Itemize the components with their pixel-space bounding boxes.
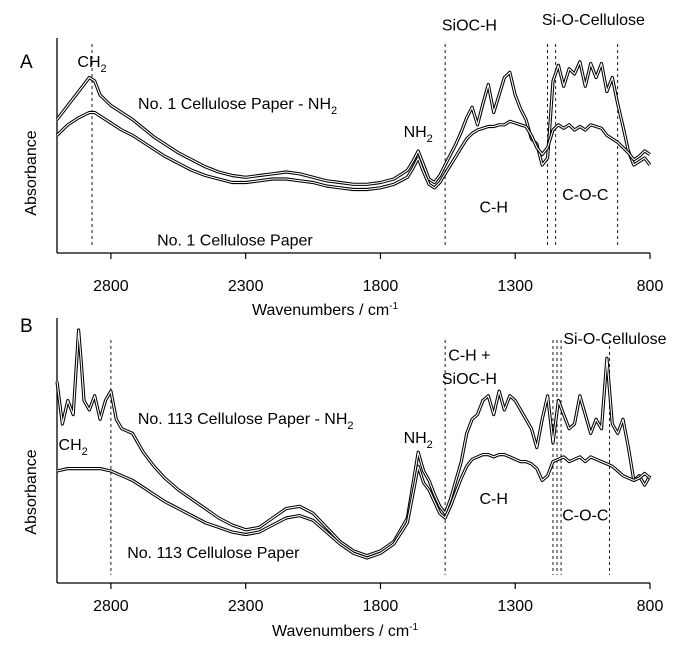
- panel-b-x-tick-label-1300: 1300: [497, 598, 533, 615]
- panel-b: B Absorbance Wavenumbers / cm-1 2800 2300…: [20, 316, 667, 640]
- panel-b-x-axis-label: Wavenumbers / cm-1: [272, 622, 419, 640]
- panel-b-y-axis-label: Absorbance: [23, 449, 40, 534]
- panel-a-series-0-outline: [55, 60, 652, 186]
- panel-a-series-label-0: No. 1 Cellulose Paper - NH2: [138, 96, 337, 117]
- panel-b-series-1-line: [56, 454, 651, 559]
- panel-a-x-tick-label-2300: 2300: [228, 278, 264, 295]
- panel-a-annotation-3: SiOC-H: [442, 17, 497, 34]
- panel-a: A Absorbance Wavenumbers / cm-1 2800 2300…: [20, 12, 664, 319]
- panel-b-annotation-6: C-O-C: [562, 507, 608, 524]
- panel-a-annotation-6: C-O-C: [562, 187, 608, 204]
- panel-b-series-0-line: [56, 329, 651, 557]
- panel-b-annotation-3: SiOC-H: [442, 371, 497, 388]
- panel-a-letter: A: [20, 52, 33, 73]
- panel-b-x-tick-label-2800: 2800: [93, 598, 129, 615]
- panel-a-series-1-line: [56, 111, 651, 191]
- panel-a-series-0-line: [56, 61, 651, 185]
- panel-b-annotation-1: NH2: [404, 430, 433, 451]
- panel-a-series-1-outline: [55, 110, 651, 192]
- panel-a-y-axis-label: Absorbance: [23, 130, 40, 215]
- panel-b-series-label-0: No. 113 Cellulose Paper - NH2: [138, 411, 354, 432]
- panel-a-x-tick-label-2800: 2800: [93, 278, 129, 295]
- panel-b-series-label-1: No. 113 Cellulose Paper: [127, 545, 300, 562]
- panel-b-series-1-outline: [56, 453, 652, 560]
- panel-b-annotation-4: Si-O-Cellulose: [563, 331, 666, 348]
- panel-a-annotation-4: Si-O-Cellulose: [542, 12, 645, 29]
- panel-a-x-tick-label-1800: 1800: [363, 278, 399, 295]
- panel-b-annotation-0: CH2: [59, 437, 88, 458]
- panel-b-annotation-5: C-H: [479, 491, 507, 508]
- panel-b-annotation-2: C-H +: [448, 348, 490, 365]
- panel-b-letter: B: [20, 316, 33, 337]
- panel-a-annotation-0: CH2: [77, 54, 106, 75]
- panel-a-x-axis-label: Wavenumbers / cm-1: [252, 301, 399, 319]
- panel-a-series-label-1: No. 1 Cellulose Paper: [157, 233, 313, 250]
- panel-a-x-tick-label-1300: 1300: [497, 278, 533, 295]
- panel-a-x-tick-label-800: 800: [637, 278, 664, 295]
- panel-b-x-tick-label-2300: 2300: [228, 598, 264, 615]
- panel-a-annotation-1: NH2: [404, 124, 433, 145]
- panel-b-x-tick-label-800: 800: [637, 598, 664, 615]
- panel-b-x-tick-label-1800: 1800: [363, 598, 399, 615]
- panel-a-annotation-5: C-H: [479, 199, 507, 216]
